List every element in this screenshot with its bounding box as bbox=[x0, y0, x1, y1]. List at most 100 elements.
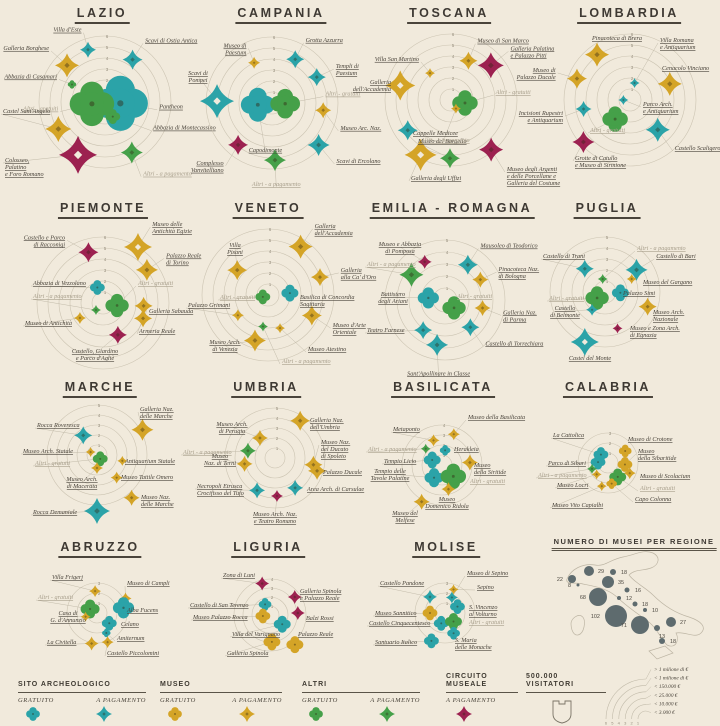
ring-number: 3 bbox=[631, 65, 634, 70]
star-marker-museo-arch bbox=[91, 462, 103, 474]
label-mausoleo-di-teodorico: Mausoleo di Teodorico bbox=[479, 242, 537, 249]
star-marker-museo-del bbox=[413, 493, 430, 510]
cloud-marker-santuario-italico bbox=[423, 633, 439, 649]
label-museo-tattile-omero: Museo Tattile Omero bbox=[120, 474, 173, 481]
label-castello-scaligero: Castello Scaligero bbox=[675, 145, 720, 152]
star-marker-galleria-borghese bbox=[55, 53, 80, 78]
label-villa-d-este: Villa d'Este bbox=[53, 27, 81, 34]
ring-number: 3 bbox=[446, 581, 449, 586]
legend-group-sito: SITO ARCHEOLOGICO GRATUITO A PAGAMENTO bbox=[18, 672, 146, 704]
star-marker-rocca-roveresca bbox=[74, 426, 93, 445]
star-marker-altri-a-pagamento bbox=[399, 262, 424, 287]
star-marker-castello-piccolomini bbox=[101, 636, 114, 649]
museum-count-value: 18 bbox=[670, 639, 676, 645]
legend-group-circuito: CIRCUITO MUSEALE A PAGAMENTO bbox=[446, 672, 518, 704]
star-marker-museo-del-bargello bbox=[450, 103, 461, 114]
label-museo-arch: Museo Arch. di Macerata bbox=[65, 476, 97, 490]
ring-number: 4 bbox=[271, 577, 274, 582]
label-altri-a-pagamento: Altri - a pagamento bbox=[367, 446, 417, 453]
label-altri-gratuiti: Altri - gratuiti bbox=[589, 127, 625, 134]
label-metaponto: Metaponto bbox=[392, 426, 420, 433]
label-s-vincenzo: S. Vincenzo al Volturno bbox=[469, 604, 497, 618]
label-galleria-spinola: Galleria Spinola bbox=[227, 650, 268, 657]
museum-count-bubble bbox=[632, 601, 638, 607]
label-parco-di-sibari: Parco di Sibari bbox=[547, 460, 586, 467]
star-marker-castel-del-monte bbox=[570, 327, 599, 356]
region-chart-campania: 1 2 3 4 5 6 Museo di Paestum Grotta Azzurra Templ… bbox=[188, 35, 382, 188]
star-marker-sepino bbox=[448, 584, 459, 595]
legend-altri-gratuito-label: GRATUITO bbox=[302, 697, 338, 704]
label-museo-di-san-marco: Museo di San Marco bbox=[476, 38, 529, 45]
museum-count-value: 10 bbox=[652, 608, 658, 614]
star-marker-castello-e-parco bbox=[78, 242, 99, 263]
star-marker-altri-a-pagamento bbox=[587, 463, 598, 474]
label-galleria-borghese: Galleria Borghese bbox=[3, 45, 49, 52]
region-title-campania: CAMPANIA bbox=[235, 6, 327, 24]
ring-number: 4 bbox=[446, 250, 449, 255]
ring-number: 2 bbox=[609, 441, 612, 446]
star-marker-altri-a-pagamento bbox=[597, 274, 608, 285]
ring-number: 6 bbox=[106, 34, 109, 39]
star-marker-villa-romana bbox=[629, 77, 640, 88]
region-chart-basilicata: 1234Museo della BasilicataMetapontoAltri… bbox=[365, 414, 525, 524]
region-chart-emilia-romagna: 1 2 3 4 5 Museo e Abbazia di Pomposa Mausoleo d… bbox=[364, 238, 543, 377]
label-la-civitella: La Civitella bbox=[46, 639, 76, 646]
region-title-abruzzo: ABRUZZO bbox=[58, 540, 142, 558]
cloud-marker-palazzo-simi bbox=[611, 284, 629, 302]
star-marker-la-civitella bbox=[84, 636, 99, 651]
cloud-marker-altri-gratuiti bbox=[270, 88, 301, 119]
star-marker-museo-e-zona-arch bbox=[612, 323, 623, 334]
label-museo: Museo della Siritide bbox=[473, 462, 506, 476]
ring-number: 6 bbox=[104, 235, 107, 240]
ring-number: 6 bbox=[452, 32, 455, 37]
region-title-toscana: TOSCANA bbox=[407, 6, 491, 24]
star-marker-museo-delle bbox=[123, 233, 152, 262]
museum-count-bubble bbox=[666, 617, 676, 627]
star-marker-museo-arch bbox=[638, 297, 657, 316]
museum-count-value: 22 bbox=[557, 577, 563, 583]
region-chart-piemonte: 1 2 3 4 5 6 Castello e Parco di Racconigi Museo … bbox=[22, 221, 202, 370]
label-museo-arch-naz: Museo Arch. Naz. e Teatro Romano bbox=[252, 511, 297, 525]
revenue-ring-label: > 1 milione di € bbox=[654, 667, 689, 673]
cloud-marker-icon bbox=[168, 707, 182, 721]
star-marker-altri-a-pagamento bbox=[120, 141, 143, 164]
star-marker-museo-naz bbox=[123, 489, 140, 506]
star-marker-altri-a-pagamento bbox=[239, 442, 256, 459]
label-antiquarium-statale: Antiquarium Statale bbox=[124, 458, 175, 465]
label-herakleia: Herakleia bbox=[453, 446, 479, 453]
label-altri-gratuiti: Altri - gratuiti bbox=[456, 293, 492, 300]
star-marker-museo-di bbox=[566, 68, 587, 89]
label-pinacoteca-naz: Pinacoteca Naz. di Bologna bbox=[498, 266, 540, 280]
museums-per-region-map: 22 8 29 18 35 16 68 12 18 10 102 71 27 13 18 bbox=[557, 551, 704, 660]
ring-number: 3 bbox=[104, 268, 107, 273]
ring-number: 3 bbox=[271, 586, 274, 591]
star-marker-museo-di-sepino bbox=[445, 591, 458, 604]
label-abbazia-di-casamari: Abbazia di Casamari bbox=[3, 73, 57, 80]
label-sepino: Sepino bbox=[477, 584, 494, 591]
ring-number: 3 bbox=[98, 423, 101, 428]
label-museo: Museo della Sibaritide bbox=[637, 448, 677, 462]
label-scavi-di-ercolano: Scavi di Ercolano bbox=[336, 158, 380, 165]
cloud-marker-tempio-delle bbox=[424, 468, 444, 488]
legend-sito-gratuito-label: GRATUITO bbox=[18, 697, 54, 704]
star-marker-castello-di-bari bbox=[625, 258, 648, 281]
label-galleria-spinola: Galleria Spinola e Palazzo Reale bbox=[300, 588, 341, 602]
label-altri-a-pagamento: Altri - a pagamento bbox=[32, 293, 82, 300]
cloud-marker-altri-gratuiti bbox=[609, 468, 627, 486]
label-museo-della-basilicata: Museo della Basilicata bbox=[467, 414, 525, 421]
star-marker-balzi-rossi bbox=[290, 606, 305, 621]
ring-number: 5 bbox=[631, 43, 634, 48]
label-altri-a-pagamento: Altri - a pagamento bbox=[251, 181, 301, 188]
star-marker-castello-giardino bbox=[108, 325, 127, 344]
label-galleria: Galleria alla Ca' d'Oro bbox=[341, 267, 376, 281]
museum-map-title: NUMERO DI MUSEI PER REGIONE bbox=[551, 537, 717, 551]
star-marker-castello-di-trani bbox=[575, 259, 594, 278]
label-necropoli-etrusca: Necropoli Etrusca Crocifisso del Tufo bbox=[196, 483, 244, 497]
region-chart-molise: 1 2 3 Castello Pandone Museo di Sepino Sepino… bbox=[366, 570, 508, 651]
legend-group-museo: MUSEO GRATUITO A PAGAMENTO bbox=[160, 672, 282, 704]
ring-number: 5 bbox=[606, 235, 609, 240]
museum-count-bubble bbox=[631, 616, 649, 634]
label-museo-palazzo-rocca: Museo Palazzo Rocca bbox=[192, 614, 248, 621]
label-altri-gratuiti: Altri - gratuiti bbox=[34, 460, 70, 467]
